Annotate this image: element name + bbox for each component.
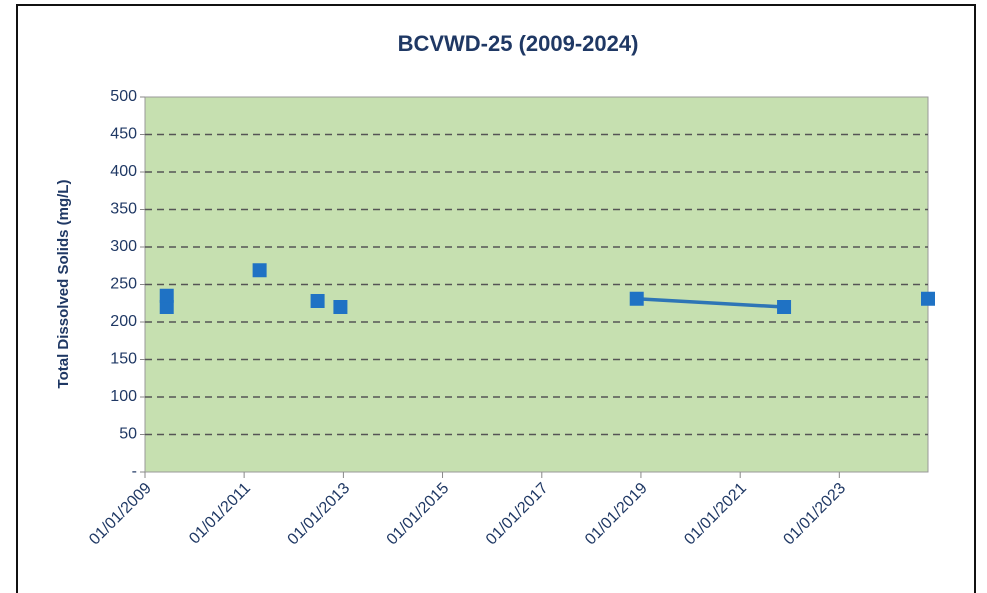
data-point: [333, 300, 348, 314]
data-point: [159, 300, 174, 314]
y-tick-label: 300: [110, 238, 137, 255]
y-axis-label: Total Dissolved Solids (mg/L): [55, 180, 72, 389]
y-tick-label: 50: [119, 426, 137, 443]
y-tick-label: 150: [110, 351, 137, 368]
data-point: [629, 291, 644, 306]
y-tick-label: 400: [110, 163, 137, 180]
data-point: [310, 294, 325, 308]
series-line: [636, 297, 785, 309]
y-tick-label: 100: [110, 388, 137, 405]
chart-title: BCVWD-25 (2009-2024): [398, 31, 639, 56]
y-tick-label: 200: [110, 313, 137, 330]
y-tick-label: 250: [110, 276, 137, 293]
data-point: [159, 288, 174, 303]
y-tick-label: 350: [110, 201, 137, 218]
data-point: [252, 263, 267, 278]
y-tick-label: 450: [110, 126, 137, 143]
y-tick-label: 500: [110, 88, 137, 105]
y-tick-label: -: [132, 463, 137, 480]
data-point: [777, 300, 792, 314]
data-point: [921, 291, 935, 306]
